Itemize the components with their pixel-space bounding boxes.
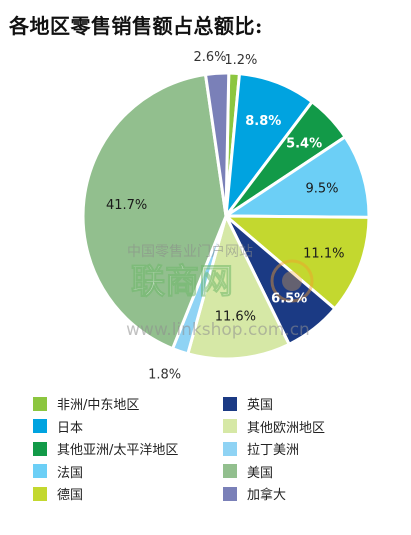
slice-percentage-label: 6.5% <box>271 291 307 306</box>
pie-slice <box>81 72 228 351</box>
pie-slice <box>186 214 291 361</box>
pie-slice <box>204 71 231 218</box>
watermark-logo-sun <box>270 259 314 303</box>
chart-title: 各地区零售销售额占总额比: <box>9 14 263 38</box>
pie-slice <box>224 214 371 311</box>
pie-slices <box>81 71 371 361</box>
slice-percentage-label: 11.1% <box>303 247 344 262</box>
slice-percentage-label: 1.2% <box>224 53 257 68</box>
slice-percentage-label: 11.6% <box>215 310 256 325</box>
watermark-url: www.linkshop.com.cn <box>126 320 310 340</box>
slice-percentage-label: 9.5% <box>305 182 338 197</box>
pie-slice <box>224 135 371 219</box>
percentage-labels: 1.2% 8.8% 5.4% 9.5% 11.1% 6.5% 11.6% 1.8% 41.7% 2… <box>106 50 345 383</box>
slice-percentage-label: 5.4% <box>286 137 322 152</box>
watermark-logo-text: 联商网 <box>131 262 233 302</box>
slice-percentage-label: 2.6% <box>193 50 226 65</box>
slice-percentage-label: 1.8% <box>148 368 181 383</box>
watermark-portal-text: 中国零售业门户网站 <box>127 243 253 260</box>
slice-percentage-label: 8.8% <box>245 114 281 129</box>
slice-percentage-label: 41.7% <box>106 198 147 213</box>
watermark: 中国零售业门户网站 联商网 www.linkshop.com.cn <box>126 243 314 340</box>
